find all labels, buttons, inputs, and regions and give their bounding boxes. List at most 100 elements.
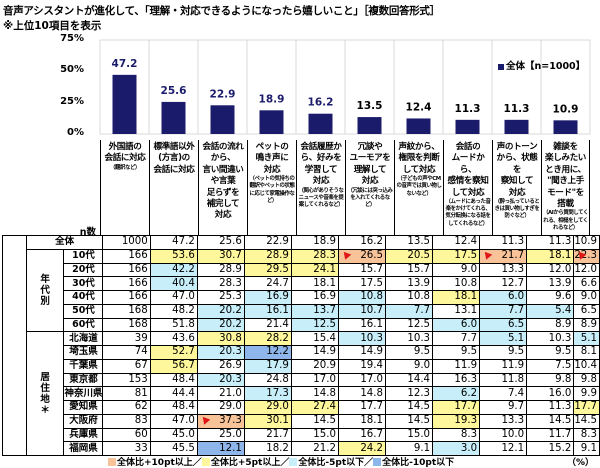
legend-label: 全体【n=1000】 — [506, 61, 586, 72]
value-cell: 13.5 — [384, 235, 434, 250]
value-cell: 15.2 — [526, 441, 575, 456]
value-cell: 12.7 — [479, 276, 528, 291]
value-cell: 7.7 — [384, 303, 434, 319]
value-cell: 12.0 — [573, 262, 600, 278]
value-cell: 28.9 — [196, 262, 245, 278]
value-cell: 16.1 — [243, 303, 292, 319]
category-main: 声紋から、 権限を判断 して対応 — [398, 142, 440, 175]
value-cell: 42.2 — [149, 262, 198, 278]
value-cell: 30.1 — [243, 413, 292, 429]
bar — [455, 119, 480, 134]
crosstab-table: 全体 1000 47.2 25.6 22.9 18.9 16.2 13.5 12.4 11.3 11… — [2, 235, 600, 456]
n-count: 81 — [102, 386, 151, 401]
value-cell: 9.9 — [573, 386, 600, 401]
table-row: 兵庫県 60 45.0 25.0 21.7 15.0 16.7 15.0 8.3 10.0 11.7… — [3, 427, 600, 443]
value-cell: 10.9 — [573, 235, 600, 250]
value-cell: 10.0 — [479, 427, 528, 443]
legend-swatch — [498, 63, 504, 70]
value-cell: 13.3 — [479, 413, 528, 429]
data-label: 18.9 — [259, 93, 285, 105]
value-cell: 14.4 — [384, 372, 434, 388]
n-count: 1000 — [102, 235, 151, 250]
value-cell: 8.1 — [573, 345, 600, 360]
value-cell: 10.8 — [384, 290, 434, 305]
value-cell: 5.4 — [526, 303, 575, 319]
row-label: 兵庫県 — [63, 427, 104, 443]
value-cell: 20.2 — [196, 303, 245, 319]
category-main: ペットの 鳴き声に 対応 — [255, 142, 289, 175]
value-cell: 11.3 — [526, 400, 575, 415]
value-cell: 9.1 — [384, 441, 434, 456]
value-cell: 9.7 — [479, 400, 528, 415]
value-cell: 12.4 — [432, 235, 481, 250]
value-cell: 18.1 — [526, 248, 575, 264]
y-tick-label: 75% — [60, 33, 84, 44]
row-label: 愛知県 — [63, 400, 104, 415]
value-cell: 12.5 — [290, 317, 339, 333]
value-cell: 27.4 — [290, 400, 339, 415]
value-cell: 24.2 — [337, 441, 387, 456]
value-cell: 17.5 — [432, 248, 481, 264]
value-cell: 12.0 — [526, 262, 575, 278]
data-label: 12.4 — [406, 101, 432, 113]
category-label: 声紋から、 権限を判断 して対応 （子どもの声やCMの音声では買い物しないなど） — [394, 140, 443, 235]
value-cell: 16.9 — [243, 290, 292, 305]
category-note: （冗談には突っ込みを入れてくれるなど） — [347, 187, 393, 209]
legend-label: 全体比-5pt以下／ — [298, 458, 374, 468]
value-cell: 48.4 — [149, 372, 198, 388]
n-header: n数 — [79, 227, 96, 238]
value-cell: 16.3 — [432, 372, 481, 388]
n-count: 74 — [102, 345, 151, 360]
value-cell: 21.2 — [290, 441, 339, 456]
n-count: 60 — [102, 427, 151, 443]
legend-swatch — [289, 458, 298, 466]
value-cell: 24.8 — [243, 372, 292, 388]
unit-label: （%） — [567, 458, 595, 468]
value-cell: 11.7 — [526, 427, 575, 443]
value-cell: 14.5 — [290, 413, 339, 429]
value-cell: 26.9 — [196, 358, 245, 374]
value-cell: 56.7 — [149, 358, 198, 374]
value-cell: 6.2 — [432, 386, 481, 401]
table-row: 東京都 153 48.4 20.3 24.8 17.0 17.0 14.4 16.3 11.8 9.… — [3, 372, 600, 388]
value-cell: 43.6 — [149, 331, 198, 346]
row-label: 神奈川県 — [63, 386, 104, 401]
bar — [357, 117, 382, 134]
value-cell: 21.0 — [196, 386, 245, 401]
bar — [553, 120, 578, 134]
value-cell: 10.8 — [432, 276, 481, 291]
category-main: 冗談や ユーモアを 理解して 対応 — [349, 142, 391, 187]
value-cell: 8.9 — [526, 317, 575, 333]
category-main: 標準語以外 (方言)の 会話に対応 — [153, 142, 195, 175]
legend-swatch — [108, 458, 116, 466]
group-label: 年 代 別 — [25, 248, 65, 333]
data-label: 22.9 — [210, 88, 236, 100]
value-cell: 28.3 — [290, 248, 339, 264]
row-label: 60代 — [63, 317, 104, 333]
y-tick-label: 50% — [60, 64, 84, 76]
value-cell: 15.4 — [290, 331, 339, 346]
value-cell: 48.2 — [149, 303, 198, 319]
row-label: 大阪府 — [63, 413, 104, 429]
value-cell: 25.0 — [196, 427, 245, 443]
value-cell: 14.5 — [526, 413, 575, 429]
value-cell: 9.5 — [526, 345, 575, 360]
value-cell: 12.2 — [243, 345, 292, 360]
row-label: 福岡県 — [63, 441, 104, 456]
value-cell: 17.0 — [290, 372, 339, 388]
n-count: 33 — [102, 441, 151, 456]
category-main: 会話の ムードから、 感情を察知 して対応 — [447, 142, 489, 198]
category-main: 外国語の 会話に対応 — [104, 142, 146, 164]
row-label: 千葉県 — [63, 358, 104, 374]
value-cell: 17.7 — [337, 400, 387, 415]
value-cell: 29.0 — [196, 400, 245, 415]
n-count: 83 — [102, 413, 151, 429]
value-cell: 14.8 — [337, 386, 387, 401]
value-cell: 11.9 — [432, 358, 481, 374]
value-cell: 11.9 — [479, 358, 528, 374]
value-cell: 5.1 — [479, 331, 528, 346]
value-cell: 37.3 — [196, 413, 245, 429]
value-cell: 18.1 — [290, 276, 339, 291]
category-label: 外国語の 会話に対応 （翻訳など） — [100, 140, 149, 235]
category-note: （酔っ払っているときは買い物しすぎを防ぐなど） — [494, 199, 540, 220]
